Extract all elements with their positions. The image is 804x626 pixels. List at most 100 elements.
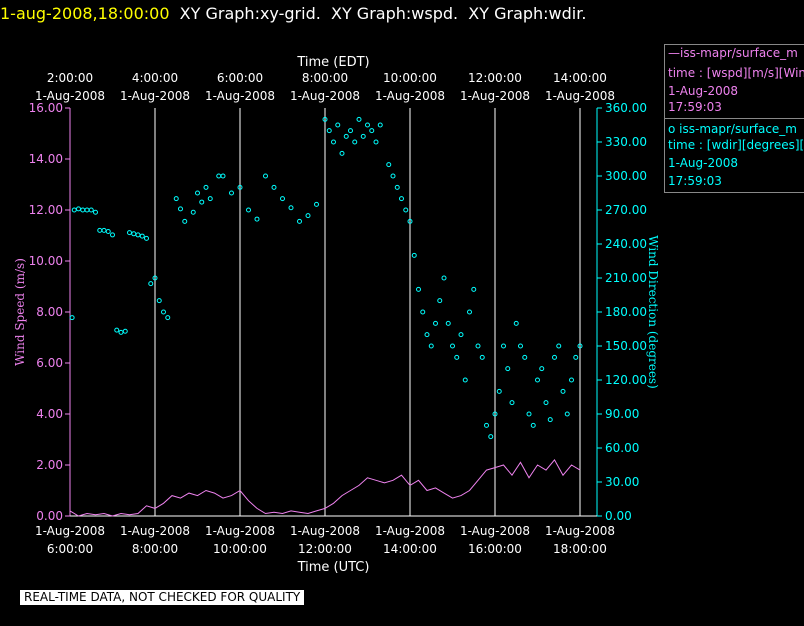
bottom-tick-date: 1-Aug-2008 bbox=[35, 524, 105, 538]
series-wdir-point bbox=[369, 128, 375, 134]
bottom-tick-time: 14:00:00 bbox=[383, 542, 437, 556]
series-wdir-point bbox=[513, 320, 519, 326]
series-wdir-point bbox=[144, 235, 149, 241]
series-wdir-point bbox=[182, 218, 188, 224]
series-wdir-point bbox=[105, 229, 111, 235]
series-wdir-point bbox=[246, 207, 251, 213]
left-tick-label: 10.00 bbox=[29, 254, 63, 268]
legend-wspd-source: —iss-mapr/surface_m bbox=[668, 46, 798, 60]
bottom-tick-date: 1-Aug-2008 bbox=[545, 524, 615, 538]
top-tick-time: 14:00:00 bbox=[553, 71, 607, 85]
bottom-tick-time: 6:00:00 bbox=[47, 542, 93, 556]
series-wdir-point bbox=[420, 309, 426, 315]
series-wdir-point bbox=[471, 286, 477, 292]
top-tick-time: 12:00:00 bbox=[468, 71, 522, 85]
series-wdir-point bbox=[114, 327, 120, 333]
series-wdir-point bbox=[377, 122, 383, 128]
series-wdir-point bbox=[76, 206, 81, 212]
series-wdir-point bbox=[543, 400, 549, 406]
bottom-tick-time: 16:00:00 bbox=[468, 542, 522, 556]
series-wdir-point bbox=[135, 232, 141, 238]
top-tick-time: 6:00:00 bbox=[217, 71, 263, 85]
series-wdir-point bbox=[69, 315, 75, 321]
series-wspd-line bbox=[69, 459, 581, 517]
series-wdir-point bbox=[216, 173, 222, 179]
series-wdir-point bbox=[101, 227, 107, 233]
series-wdir-point bbox=[535, 377, 540, 383]
right-tick-label: 330.00 bbox=[605, 135, 647, 149]
series-wdir-point bbox=[173, 196, 179, 202]
series-wdir-point bbox=[131, 231, 137, 237]
series-wdir-point bbox=[152, 275, 158, 281]
series-wdir-point bbox=[331, 139, 336, 145]
series-wdir-point bbox=[509, 400, 515, 406]
right-tick-label: 240.00 bbox=[605, 237, 647, 251]
series-wdir-point bbox=[445, 320, 451, 326]
right-tick-label: 120.00 bbox=[605, 373, 647, 387]
series-wdir-point bbox=[403, 207, 409, 213]
series-wdir-point bbox=[526, 411, 532, 417]
top-tick-time: 2:00:00 bbox=[47, 71, 93, 85]
legend-bottom-rule bbox=[664, 192, 804, 193]
series-wdir-point bbox=[539, 366, 545, 372]
series-wdir-point bbox=[360, 133, 366, 139]
series-wdir-point bbox=[343, 133, 349, 139]
series-wdir-point bbox=[80, 207, 86, 213]
series-wdir-point bbox=[496, 388, 502, 394]
qc-note: REAL-TIME DATA, NOT CHECKED FOR QUALITY bbox=[20, 590, 305, 605]
series-wdir-point bbox=[148, 281, 154, 287]
top-tick-date: 1-Aug-2008 bbox=[375, 89, 445, 103]
series-wdir-point bbox=[488, 434, 494, 440]
series-wdir-point bbox=[195, 190, 200, 196]
legend-wdir-date: 1-Aug-2008 bbox=[668, 156, 739, 170]
top-tick-date: 1-Aug-2008 bbox=[460, 89, 530, 103]
title-graph-grid: XY Graph:xy-grid. bbox=[179, 4, 321, 23]
series-wdir-point bbox=[165, 315, 171, 321]
series-wdir-point bbox=[326, 128, 332, 134]
bottom-tick-date: 1-Aug-2008 bbox=[120, 524, 190, 538]
series-wdir-point bbox=[335, 122, 341, 128]
series-wdir-point bbox=[394, 184, 400, 190]
series-wdir-point bbox=[573, 354, 579, 360]
bottom-tick-time: 8:00:00 bbox=[132, 542, 178, 556]
page-title: 1-aug-2008,18:00:00 XY Graph:xy-grid. XY… bbox=[0, 4, 586, 24]
left-tick-label: 0.00 bbox=[36, 509, 63, 523]
left-tick-label: 12.00 bbox=[29, 203, 63, 217]
series-wdir-point bbox=[530, 422, 536, 428]
series-wdir-point bbox=[220, 173, 226, 179]
top-tick-time: 4:00:00 bbox=[132, 71, 178, 85]
series-wdir-point bbox=[84, 207, 90, 213]
title-graph-wdir: XY Graph:wdir. bbox=[468, 4, 587, 23]
legend-wspd-date: 1-Aug-2008 bbox=[668, 84, 739, 98]
series-wdir-point bbox=[522, 354, 528, 360]
series-wdir-point bbox=[139, 233, 145, 239]
right-tick-label: 150.00 bbox=[605, 339, 647, 353]
series-wdir-point bbox=[365, 122, 370, 128]
series-wdir-point bbox=[462, 377, 468, 383]
series-wdir-point bbox=[110, 232, 115, 238]
left-tick-label: 14.00 bbox=[29, 152, 63, 166]
series-wdir-point bbox=[467, 309, 472, 315]
series-wdir-point bbox=[552, 354, 557, 360]
series-wdir-point bbox=[352, 139, 358, 145]
series-wdir-point bbox=[190, 209, 196, 215]
right-tick-label: 300.00 bbox=[605, 169, 647, 183]
top-axis-title: Time (EDT) bbox=[296, 55, 369, 70]
top-tick-date: 1-Aug-2008 bbox=[290, 89, 360, 103]
top-tick-date: 1-Aug-2008 bbox=[545, 89, 615, 103]
right-tick-label: 270.00 bbox=[605, 203, 647, 217]
series-wdir-point bbox=[433, 320, 438, 326]
legend-wdir-time: 17:59:03 bbox=[668, 174, 722, 188]
top-tick-date: 1-Aug-2008 bbox=[35, 89, 105, 103]
y-axis-left-title: Wind Speed (m/s) bbox=[13, 258, 27, 366]
series-wdir-point bbox=[564, 411, 570, 417]
right-tick-label: 360.00 bbox=[605, 101, 647, 115]
series-wdir-point bbox=[373, 139, 379, 145]
series-wdir-point bbox=[88, 207, 94, 213]
series-wdir-point bbox=[475, 343, 481, 349]
left-tick-label: 4.00 bbox=[36, 407, 63, 421]
series-wdir-point bbox=[441, 275, 447, 281]
right-tick-label: 210.00 bbox=[605, 271, 647, 285]
series-wdir-point bbox=[390, 173, 396, 179]
legend-wdir-variable: time : [wdir][degrees][W bbox=[668, 138, 804, 152]
